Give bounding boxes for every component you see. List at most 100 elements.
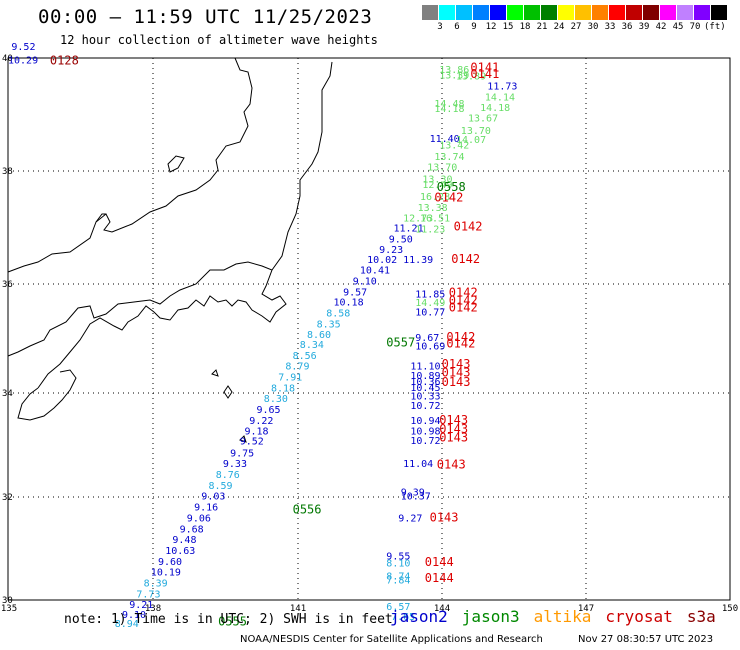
color-scale-label: 27 [570, 22, 582, 32]
wave-height-label: 8.30 [264, 394, 288, 405]
color-swatch [541, 5, 557, 20]
wave-height-label: 10.02 [367, 255, 397, 266]
lat-label-36: 36 [2, 280, 13, 290]
color-scale-label: 24 [553, 22, 565, 32]
wave-height-label: 9.23 [379, 245, 403, 256]
wave-height-label: 10.36 [410, 377, 440, 388]
pass-time-label: 0143 [437, 457, 466, 471]
wave-height-label: 9.39 [401, 487, 425, 498]
wave-height-label: 7.73 [136, 589, 160, 600]
lon-label-141: 141 [290, 604, 306, 614]
pass-time-label: 0557 [386, 335, 415, 349]
color-scale-label: 39 [638, 22, 650, 32]
pass-time-label: 0141 [470, 67, 499, 81]
lat-label-38: 38 [2, 167, 13, 177]
pass-time-label: 0558 [437, 180, 466, 194]
pass-time-labels: 0141014101280558014201420142014201420142… [50, 54, 499, 629]
wave-height-label: 9.33 [223, 459, 247, 470]
lat-label-40: 40 [2, 54, 13, 64]
lon-label-150: 150 [722, 604, 738, 614]
legend-s3a: s3a [686, 607, 716, 626]
wave-height-label: 13.70 [461, 126, 491, 137]
wave-height-label: 9.10 [353, 277, 377, 288]
wave-height-label: 8.74 [386, 571, 410, 582]
wave-height-label: 11.04 [403, 459, 433, 470]
lon-label-138: 138 [145, 604, 161, 614]
wave-height-label: 13.86 [439, 65, 469, 76]
coastline [7, 57, 333, 443]
wave-height-label: 11.21 [394, 223, 424, 234]
izu-island-1 [223, 385, 233, 399]
wave-height-label: 11.73 [487, 81, 517, 92]
color-scale-label: 12 [485, 22, 497, 32]
wave-height-label: 6.57 [386, 602, 410, 613]
color-swatch [490, 5, 506, 20]
wave-height-label: 8.56 [293, 351, 317, 362]
wave-height-label: 12.73 [403, 214, 433, 225]
wave-height-label: 10.19 [151, 568, 181, 579]
lat-lon-grid [8, 58, 730, 600]
wave-height-label: 9.10 [122, 610, 146, 621]
lat-label-34: 34 [2, 389, 13, 399]
pass-time-label: 0143 [430, 510, 459, 524]
wave-height-label: 11.40 [430, 134, 460, 145]
color-swatch [575, 5, 591, 20]
credit-line: NOAA/NESDIS Center for Satellite Applica… [240, 634, 543, 645]
shikoku-coast [17, 369, 77, 421]
color-swatch [677, 5, 693, 20]
wave-height-label: 8.34 [300, 340, 324, 351]
wave-height-label: 7.91 [278, 373, 302, 384]
wave-height-label: 9.55 [386, 551, 410, 562]
lon-label-144: 144 [434, 604, 450, 614]
generated-timestamp: Nov 27 08:30:57 UTC 2023 [578, 634, 714, 645]
wave-height-label: 13.70 [427, 163, 457, 174]
wave-height-label: 10.33 [410, 392, 440, 403]
wave-height-label: 11.23 [415, 225, 445, 236]
wave-height-label: 9.57 [343, 287, 367, 298]
wave-height-label: 11.10 [410, 362, 440, 373]
wave-height-label: 8.59 [209, 481, 233, 492]
pass-time-label: 0143 [442, 375, 471, 389]
wave-height-label: 9.27 [398, 513, 422, 524]
wave-height-label: 8.10 [386, 558, 410, 569]
pass-time-label: 0142 [449, 301, 478, 315]
lat-label-30: 30 [2, 596, 13, 606]
pass-time-label: 0141 [470, 61, 499, 75]
page-title: 00:00 – 11:59 UTC 11/25/2023 [38, 6, 373, 28]
wave-height-label: 10.77 [415, 307, 445, 318]
wave-height-label: 9.06 [187, 513, 211, 524]
wave-height-label: 8.79 [285, 362, 309, 373]
pass-time-label: 0556 [293, 502, 322, 516]
wave-height-label: 7.84 [386, 576, 410, 587]
legend-jason2: jason2 [390, 607, 448, 626]
color-scale-label: 21 [536, 22, 548, 32]
wave-height-label: 9.75 [230, 448, 254, 459]
wave-height-label: 10.94 [410, 416, 440, 427]
color-swatch [524, 5, 540, 20]
wave-height-label: 10.69 [415, 342, 445, 353]
izu-island-2 [239, 435, 247, 443]
legend-cryosat: cryosat [605, 607, 673, 626]
color-swatch [592, 5, 608, 20]
wave-height-label: 9.03 [201, 492, 225, 503]
wave-height-label: 8.60 [307, 330, 331, 341]
wave-height-label: 10.18 [334, 298, 364, 309]
wave-height-label: 10.29 [8, 55, 38, 66]
pass-time-label: 0143 [439, 413, 468, 427]
wave-height-label: 10.89 [410, 371, 440, 382]
pass-time-label: 0555 [218, 615, 247, 629]
latitude-labels: 40 38 36 34 32 30 [2, 54, 13, 606]
wave-height-label: 12.49 [422, 180, 452, 191]
oshima-island [211, 369, 219, 377]
wave-height-label: 7.65 [391, 612, 415, 623]
color-scale-label: 18 [519, 22, 531, 32]
wave-height-label: 10.63 [165, 546, 195, 557]
wave-height-label: 9.68 [180, 524, 204, 535]
wave-height-label: 9.21 [129, 600, 153, 611]
wave-height-label: 9.50 [389, 234, 413, 245]
pass-time-label: 0144 [425, 555, 454, 569]
color-swatch [643, 5, 659, 20]
color-scale-label: 42 [655, 22, 667, 32]
wave-height-label: 14.18 [480, 103, 510, 114]
